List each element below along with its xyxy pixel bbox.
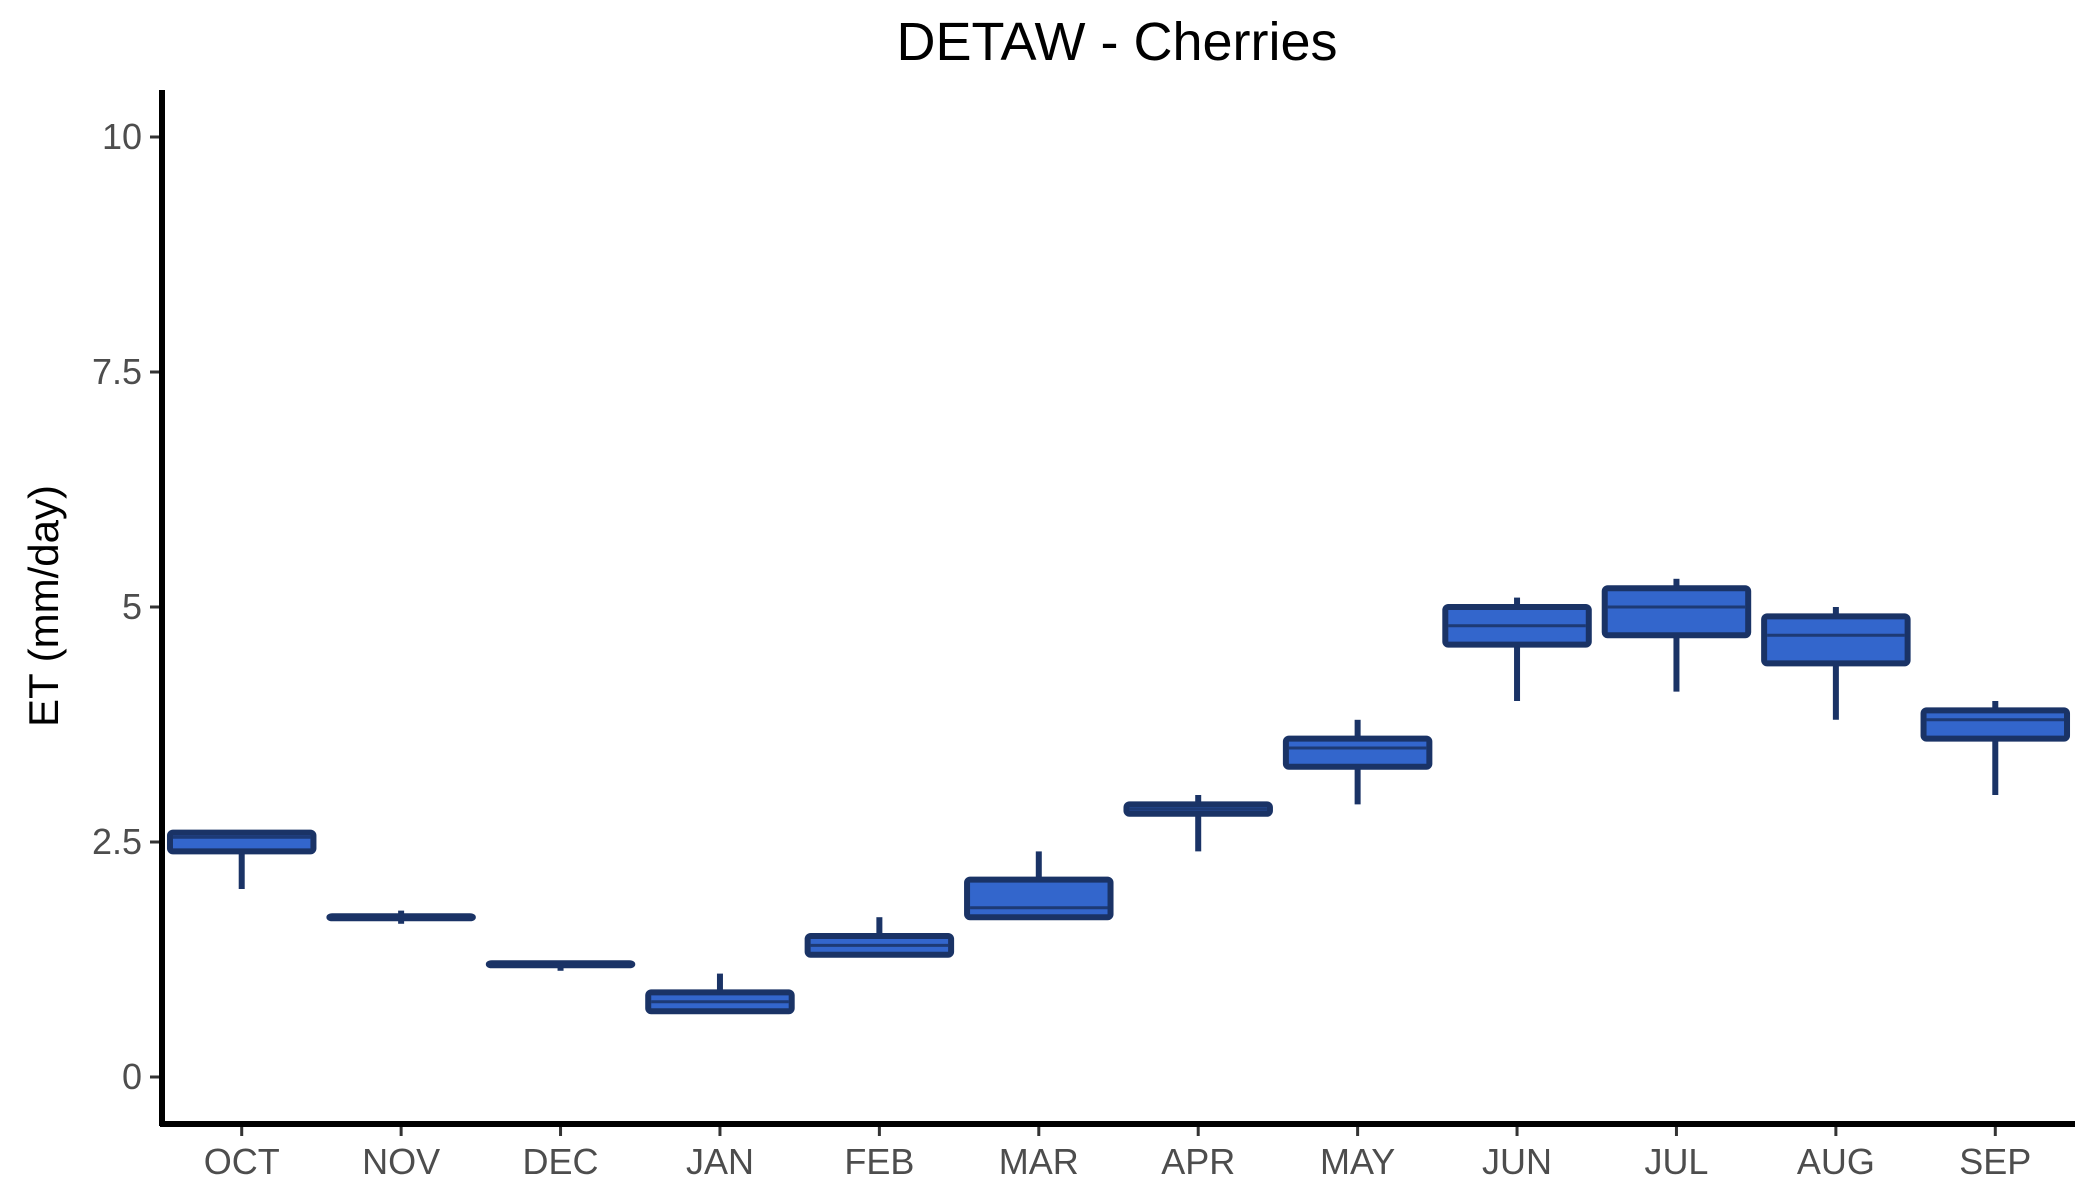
y-axis-ticks: 0 2.5 5 7.5 10 [92, 116, 162, 1097]
box-body-may [1282, 735, 1433, 770]
box-dec [485, 960, 636, 971]
box-jan [645, 973, 795, 1015]
x-tick-label-oct: OCT [204, 1141, 280, 1182]
y-tick-label: 5 [122, 586, 142, 627]
boxes-layer [166, 578, 2071, 1015]
box-body-oct [166, 829, 317, 855]
x-tick-label-dec: DEC [523, 1141, 599, 1182]
x-tick-label-may: MAY [1320, 1141, 1395, 1182]
box-body-mar [964, 876, 1114, 921]
box-may [1282, 719, 1433, 805]
box-nov [326, 910, 476, 924]
box-apr [1123, 795, 1273, 852]
box-oct [166, 829, 317, 889]
y-tick-label: 0 [122, 1056, 142, 1097]
y-axis-label: ET (mm/day) [20, 485, 67, 727]
box-body-jul [1601, 585, 1752, 639]
y-tick-label: 2.5 [92, 821, 142, 862]
x-tick-label-apr: APR [1161, 1141, 1235, 1182]
y-tick-label: 10 [102, 116, 142, 157]
x-tick-label-mar: MAR [999, 1141, 1079, 1182]
box-jun [1442, 597, 1592, 701]
x-tick-label-aug: AUG [1797, 1141, 1875, 1182]
box-mar [964, 851, 1114, 921]
box-aug [1761, 607, 1911, 720]
x-tick-label-jan: JAN [686, 1141, 754, 1182]
x-axis-ticks: OCT NOV DEC JAN FEB MAR APR MAY JUN JUL AUG SEP [204, 1124, 2031, 1182]
box-sep [1920, 701, 2071, 795]
x-tick-label-jul: JUL [1644, 1141, 1708, 1182]
box-body-aug [1761, 613, 1911, 667]
chart-title: DETAW - Cherries [896, 12, 1337, 72]
y-tick-label: 7.5 [92, 351, 142, 392]
x-tick-label-sep: SEP [1959, 1141, 2031, 1182]
box-feb [804, 917, 955, 958]
x-tick-label-nov: NOV [362, 1141, 440, 1182]
x-tick-label-jun: JUN [1482, 1141, 1552, 1182]
box-body-sep [1920, 707, 2071, 742]
x-tick-label-feb: FEB [844, 1141, 914, 1182]
box-jul [1601, 578, 1752, 692]
